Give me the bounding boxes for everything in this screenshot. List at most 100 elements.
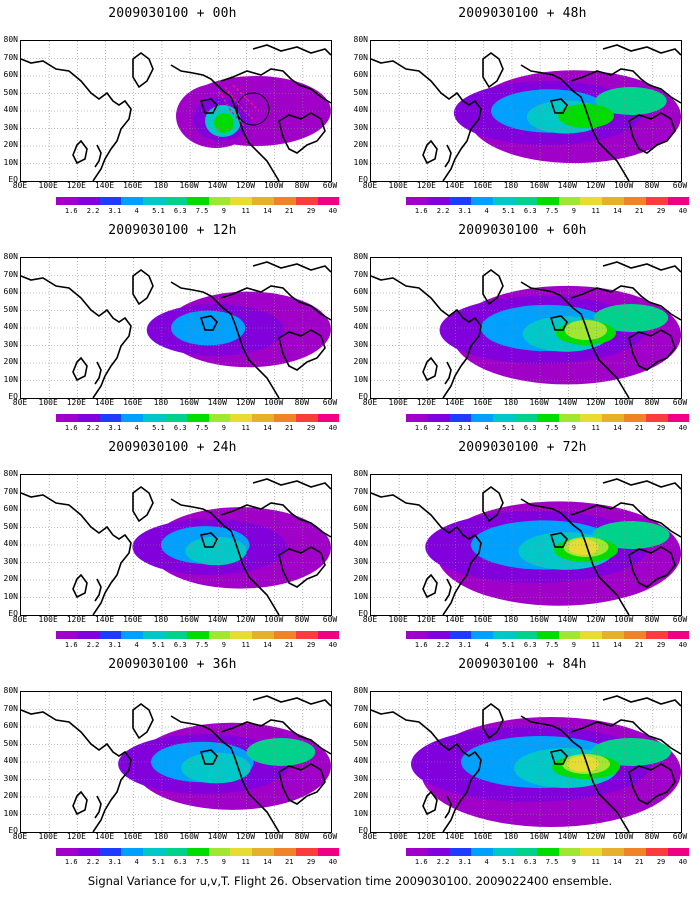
- longitude-label: 60W: [322, 832, 338, 841]
- coastline: [549, 749, 568, 765]
- colorbar-swatch: [667, 414, 690, 422]
- longitude-label: 60W: [672, 398, 688, 407]
- colorbar-swatch: [406, 197, 428, 205]
- longitude-label: 100E: [388, 181, 408, 190]
- coastline: [21, 275, 132, 398]
- longitude-label: 100E: [38, 615, 58, 624]
- longitude-label: 80W: [644, 832, 660, 841]
- latitude-label: 80N: [3, 686, 18, 695]
- map-panel: 2009030100 + 36h 80N 70N 60N 50N 40N 30N 20N 10N…: [0, 651, 345, 873]
- longitude-label: 160E: [473, 398, 493, 407]
- colorbar-swatch: [186, 848, 209, 856]
- colorbar-label: 5.1: [152, 641, 165, 649]
- coastline: [422, 139, 438, 165]
- colorbar-label: 4: [484, 424, 489, 432]
- colorbar-swatch: [77, 414, 100, 422]
- longitude-label: 160W: [179, 181, 199, 190]
- coastline: [422, 790, 438, 816]
- colorbar-swatch: [208, 197, 231, 205]
- colorbar-swatch: [295, 848, 318, 856]
- latitude-label: 30N: [3, 556, 18, 566]
- colorbar-label: 14: [263, 207, 272, 215]
- colorbar-label: 6.3: [173, 207, 187, 215]
- colorbar-swatch: [56, 631, 78, 639]
- colorbar-label: 2.2: [86, 207, 100, 215]
- longitude-label: 120E: [66, 398, 86, 407]
- figure-caption: Signal Variance for u,v,T. Flight 26. Ob…: [87, 874, 613, 888]
- longitude-label: 120E: [416, 615, 436, 624]
- longitude-label: 100W: [263, 181, 284, 190]
- colorbar-swatch: [514, 848, 537, 856]
- colorbar-label: 29: [306, 207, 316, 215]
- coastline: [444, 361, 452, 385]
- latitude-label: 10N: [3, 374, 18, 384]
- latitude-label: 70N: [353, 269, 368, 279]
- coastline: [444, 578, 452, 602]
- coastline: [520, 498, 630, 615]
- latitude-label: 70N: [353, 486, 368, 496]
- latitude-label: 50N: [3, 738, 18, 748]
- colorbar-label: 5.1: [502, 858, 515, 866]
- colorbar-label: 5.1: [502, 207, 515, 215]
- coastline: [72, 139, 88, 165]
- colorbar-swatch: [645, 631, 668, 639]
- longitude-label: 100E: [38, 398, 58, 407]
- latitude-label: 30N: [353, 556, 368, 566]
- colorbar-label: 40: [328, 207, 338, 215]
- colorbar-label: 2.2: [86, 424, 100, 432]
- colorbar-swatch: [186, 631, 209, 639]
- coastline: [444, 795, 452, 819]
- colorbar-label: 2.2: [436, 641, 450, 649]
- colorbar-swatch: [252, 414, 274, 422]
- latitude-label: 10N: [353, 157, 368, 167]
- coastline: [72, 790, 88, 816]
- colorbar-label: 29: [306, 641, 316, 649]
- latitude-label: 40N: [3, 539, 18, 548]
- colorbar-label: 1.6: [414, 858, 428, 866]
- longitude-label: 140W: [557, 832, 577, 841]
- latitude-label: 60N: [3, 287, 18, 296]
- latitude-label: 70N: [3, 703, 18, 713]
- panel-title: 2009030100 + 36h: [108, 657, 237, 672]
- coastline: [132, 703, 154, 740]
- latitude-label: 40N: [3, 756, 18, 765]
- map-svg: [371, 475, 681, 615]
- latitude-label: 70N: [353, 52, 368, 62]
- coastline: [252, 261, 331, 273]
- map-area: [370, 40, 682, 182]
- colorbar-swatch: [514, 197, 537, 205]
- longitude-label: 100E: [38, 832, 58, 841]
- colorbar-swatch: [56, 848, 78, 856]
- longitude-label: 140E: [444, 832, 465, 841]
- colorbar-label: 3.1: [458, 641, 472, 649]
- colorbar-label: 14: [613, 858, 622, 866]
- longitude-label: 120E: [66, 832, 86, 841]
- latitude-label: 70N: [3, 52, 18, 62]
- coastline: [220, 68, 331, 104]
- colorbar-label: 1.6: [64, 858, 78, 866]
- coastline: [132, 52, 154, 89]
- colorbar-swatch: [471, 631, 494, 639]
- longitude-label: 120E: [66, 615, 86, 624]
- colorbar-label: 3.1: [108, 641, 122, 649]
- colorbar-swatch: [493, 631, 515, 639]
- longitude-label: 60W: [322, 398, 338, 407]
- colorbar-swatch: [317, 848, 340, 856]
- longitude-label: 180: [153, 181, 169, 190]
- longitude-label: 80E: [362, 832, 378, 841]
- colorbar-swatch: [493, 197, 515, 205]
- colorbar-label: 40: [328, 424, 338, 432]
- coastline: [628, 329, 676, 371]
- longitude-label: 120E: [416, 181, 436, 190]
- panel-title: 2009030100 + 00h: [108, 6, 237, 21]
- variance-contour: [181, 752, 251, 784]
- colorbar-swatch: [295, 197, 318, 205]
- colorbar-swatch: [56, 414, 78, 422]
- coastline: [628, 112, 676, 154]
- longitude-label: 160E: [123, 615, 143, 624]
- colorbar: [56, 197, 340, 205]
- colorbar-label: 7.5: [545, 858, 559, 866]
- colorbar-swatch: [449, 197, 472, 205]
- coastline: [602, 261, 681, 273]
- latitude-label: 70N: [3, 486, 18, 496]
